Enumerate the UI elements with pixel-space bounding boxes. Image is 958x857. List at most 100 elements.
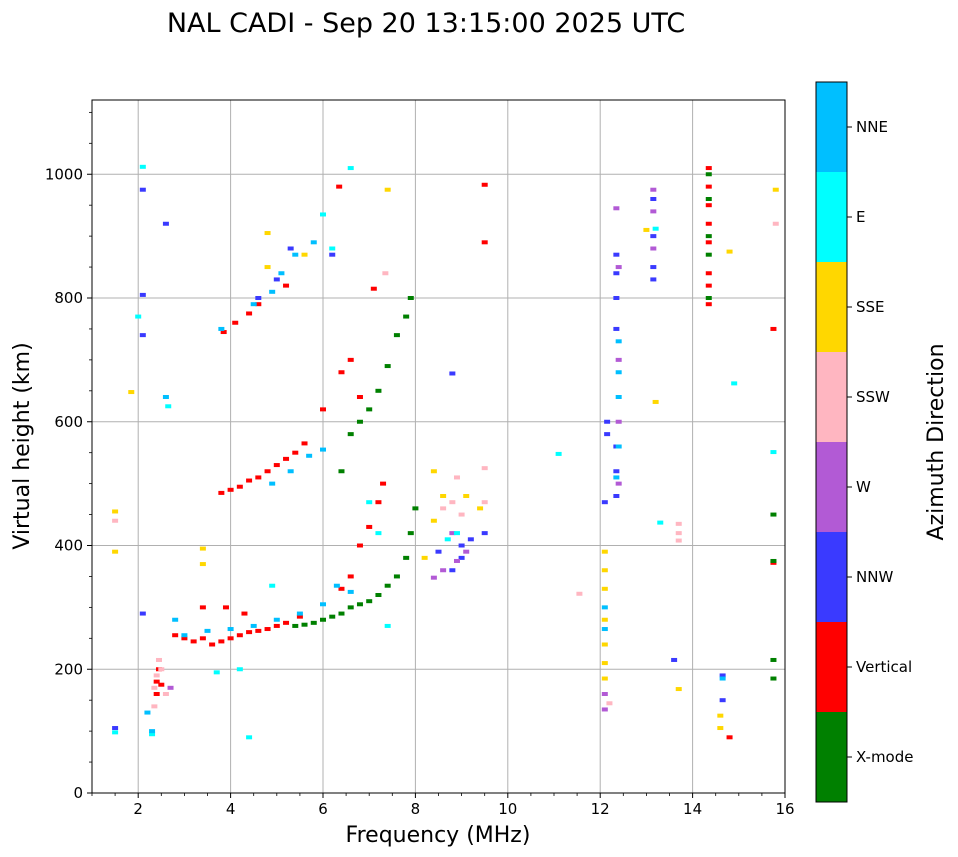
data-point-nne bbox=[149, 729, 156, 734]
data-point-ssw bbox=[440, 506, 447, 511]
data-point-w bbox=[453, 558, 460, 563]
data-point-ssw bbox=[772, 221, 779, 226]
data-point-vertical bbox=[705, 184, 712, 189]
data-point-x-mode bbox=[384, 364, 391, 369]
data-point-nnw bbox=[458, 543, 465, 548]
data-point-x-mode bbox=[310, 620, 317, 625]
colorbar-tick-label: Vertical bbox=[856, 658, 912, 676]
data-point-x-mode bbox=[338, 469, 345, 474]
data-point-ssw bbox=[449, 500, 456, 505]
data-point-ssw bbox=[458, 512, 465, 517]
data-point-nne bbox=[292, 252, 299, 257]
data-point-x-mode bbox=[384, 583, 391, 588]
data-point-w bbox=[613, 206, 620, 211]
data-point-vertical bbox=[356, 543, 363, 548]
data-point-ssw bbox=[151, 685, 158, 690]
data-point-w bbox=[650, 187, 657, 192]
x-tick-label: 16 bbox=[775, 800, 794, 818]
data-point-ssw bbox=[675, 521, 682, 526]
colorbar-tick-label: NNW bbox=[856, 568, 893, 586]
y-axis-label: Virtual height (km) bbox=[10, 342, 35, 549]
data-point-vertical bbox=[481, 182, 488, 187]
data-point-w bbox=[601, 692, 608, 696]
data-point-vertical bbox=[209, 642, 216, 647]
data-point-nne bbox=[144, 710, 151, 715]
x-tick-label: 14 bbox=[683, 800, 702, 818]
data-point-e bbox=[375, 531, 382, 536]
data-point-sse bbox=[128, 390, 135, 395]
data-point-x-mode bbox=[356, 419, 363, 424]
data-point-x-mode bbox=[770, 657, 777, 662]
data-point-nne bbox=[320, 447, 326, 452]
data-point-nne bbox=[172, 617, 179, 622]
data-point-x-mode bbox=[705, 252, 712, 257]
data-point-e bbox=[731, 381, 738, 386]
data-point-nnw bbox=[613, 469, 620, 474]
data-point-w bbox=[449, 531, 456, 536]
data-point-sse bbox=[463, 494, 470, 498]
data-point-e bbox=[236, 667, 243, 672]
data-point-nne bbox=[333, 583, 340, 588]
data-point-nnw bbox=[650, 234, 657, 239]
data-point-nnw bbox=[255, 296, 262, 300]
data-point-vertical bbox=[273, 623, 280, 628]
data-point-x-mode bbox=[366, 407, 373, 412]
data-point-ssw bbox=[112, 518, 119, 523]
y-tick-label: 1000 bbox=[45, 165, 83, 183]
data-point-sse bbox=[430, 518, 437, 523]
data-point-x-mode bbox=[338, 611, 345, 616]
data-point-ssw bbox=[153, 673, 160, 678]
data-point-sse bbox=[772, 187, 779, 192]
data-point-e bbox=[555, 451, 562, 456]
data-point-vertical bbox=[296, 614, 303, 619]
data-point-vertical bbox=[246, 630, 253, 635]
data-point-x-mode bbox=[393, 333, 400, 338]
data-point-x-mode bbox=[347, 432, 354, 437]
data-point-nne bbox=[269, 481, 276, 486]
data-point-sse bbox=[384, 187, 391, 192]
data-point-nnw bbox=[435, 549, 442, 554]
colorbar-segment bbox=[816, 172, 847, 262]
y-axis-ticks: 0 200 400 600 800 1000 bbox=[45, 111, 92, 802]
data-point-vertical bbox=[347, 357, 354, 362]
chart-title: NAL CADI - Sep 20 13:15:00 2025 UTC bbox=[167, 8, 685, 39]
data-point-x-mode bbox=[375, 593, 382, 597]
data-point-nnw bbox=[481, 531, 488, 536]
data-point-vertical bbox=[255, 302, 262, 307]
data-point-nne bbox=[347, 589, 354, 594]
data-point-vertical bbox=[199, 636, 206, 641]
x-axis-label: Frequency (MHz) bbox=[346, 823, 531, 848]
data-point-sse bbox=[421, 555, 428, 560]
colorbar-segment bbox=[816, 262, 847, 352]
data-point-x-mode bbox=[375, 388, 382, 393]
data-point-nne bbox=[162, 395, 169, 399]
data-point-e bbox=[165, 404, 172, 409]
data-point-e bbox=[444, 537, 451, 542]
colorbar-segment bbox=[816, 712, 847, 802]
data-point-sse bbox=[112, 549, 119, 554]
data-point-vertical bbox=[218, 639, 225, 644]
data-point-w bbox=[615, 357, 622, 362]
y-tick-label: 0 bbox=[73, 784, 83, 802]
data-point-vertical bbox=[199, 605, 206, 610]
data-point-vertical bbox=[236, 633, 243, 638]
data-point-sse bbox=[199, 546, 206, 551]
data-point-nnw bbox=[162, 221, 169, 226]
data-point-nne bbox=[273, 617, 280, 622]
data-point-e bbox=[366, 500, 373, 505]
data-point-nne bbox=[250, 623, 257, 628]
data-point-ssw bbox=[576, 591, 583, 596]
data-point-x-mode bbox=[705, 172, 712, 177]
colorbar-segment bbox=[816, 532, 847, 622]
data-point-vertical bbox=[236, 484, 243, 489]
data-point-ssw bbox=[382, 271, 389, 276]
colorbar-segment bbox=[816, 442, 847, 532]
data-point-nnw bbox=[139, 187, 146, 192]
data-point-nnw bbox=[650, 197, 657, 201]
x-tick-label: 2 bbox=[133, 800, 143, 818]
data-point-e bbox=[320, 212, 326, 217]
data-point-vertical bbox=[227, 487, 234, 492]
data-point-nnw bbox=[601, 500, 608, 505]
data-point-vertical bbox=[705, 271, 712, 276]
data-point-sse bbox=[199, 562, 206, 567]
